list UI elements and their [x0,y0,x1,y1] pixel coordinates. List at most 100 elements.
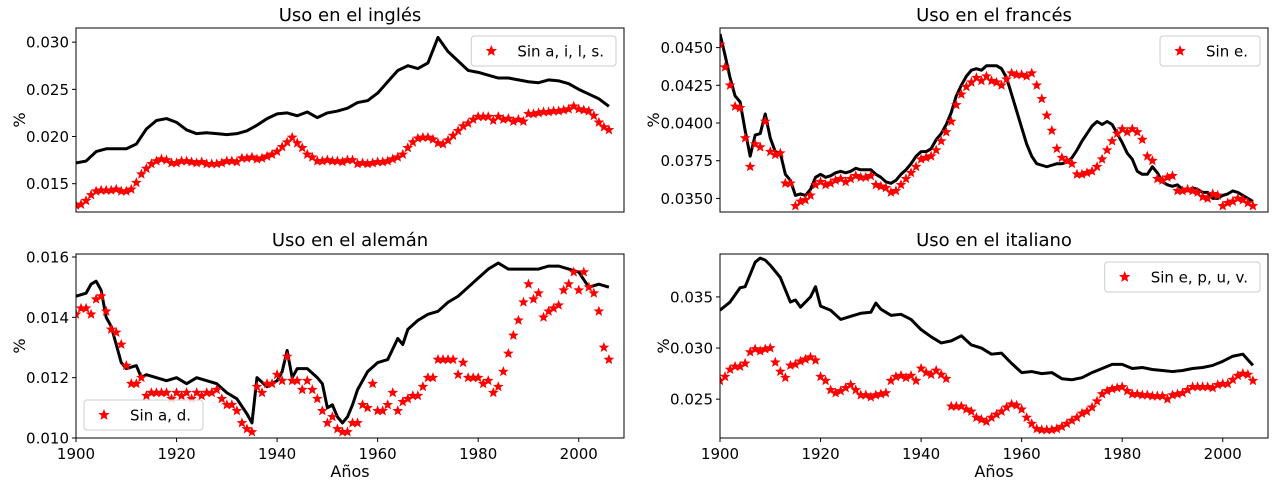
star-marker [1001,73,1012,84]
star-marker [1106,135,1118,146]
star-marker [1121,126,1133,137]
star-marker [1086,401,1098,412]
star-marker [115,338,127,350]
star-marker [860,389,872,400]
star-marker [905,167,917,178]
star-marker [1147,390,1158,401]
star-marker [508,329,519,340]
star-marker [1136,134,1148,145]
star-marker [131,177,142,188]
y-axis-label: % [644,112,663,127]
subplot-3: Uso en el alemán% 0.010 0.012 0.014 0.016 190… [10,230,625,481]
star-marker [890,371,902,382]
star-marker [1056,152,1068,163]
star-marker [538,106,549,117]
legend-box [1159,35,1261,67]
star-marker [1041,109,1053,121]
star-marker [1162,171,1173,182]
y-tick-label: 0.014 [26,309,69,327]
star-marker [769,149,781,160]
star-marker [981,416,992,427]
star-marker [724,79,736,90]
star-marker [226,155,238,166]
star-marker [1247,375,1259,386]
star-marker [171,157,182,168]
star-marker [492,381,504,392]
star-marker [1026,418,1038,429]
star-marker [583,105,595,116]
star-marker [523,278,534,289]
star-marker [347,417,358,428]
star-marker [90,185,102,196]
star-marker [940,126,952,137]
star-marker [1071,411,1083,423]
star-marker [780,177,791,188]
star-marker [427,133,439,144]
star-marker [986,75,997,86]
star-marker [125,378,137,389]
star-marker [281,350,293,362]
star-marker [1217,378,1229,389]
star-marker [1116,381,1128,392]
star-marker [362,158,373,169]
star-marker [1046,124,1058,136]
star-marker [317,405,328,416]
star-marker [296,384,308,395]
star-marker [800,194,811,205]
star-marker [966,405,977,416]
star-marker [538,311,549,322]
star-marker [754,141,766,152]
star-marker [795,355,806,366]
star-marker [1222,378,1234,389]
star-marker [156,153,167,164]
star-marker [986,411,997,423]
star-marker [422,372,434,383]
star-marker [1157,174,1168,185]
star-marker [1172,388,1183,399]
star-marker [271,146,283,157]
star-marker [1131,126,1143,137]
star-marker [729,360,741,371]
star-marker [1147,155,1158,166]
legend-star-marker [1118,271,1131,282]
star-marker [487,114,499,125]
star-marker [221,155,233,166]
star-marker [392,405,404,416]
star-marker [1222,197,1234,208]
star-marker [925,369,937,380]
star-marker [720,61,731,72]
plot-area [76,35,615,210]
star-marker [734,102,746,113]
x-tick-label: 1900 [57,445,95,463]
subplot-2: Uso en el francés% 0.0350 0.0375 0.0400 0.04… [644,5,1269,213]
star-marker [503,112,514,124]
star-marker [467,113,479,125]
star-marker [568,100,580,111]
star-marker [875,388,887,399]
star-marker [1106,383,1118,394]
star-marker [1011,69,1022,80]
star-marker [186,156,197,167]
star-marker [397,396,409,407]
star-marker [1197,191,1208,202]
star-marker [80,302,92,313]
star-marker [1111,382,1123,393]
star-marker [1212,189,1224,200]
plot-area [720,256,1259,435]
x-tick-label: 2000 [1204,445,1242,463]
star-marker [900,372,912,383]
star-marker [553,105,564,116]
legend-star-marker [1174,45,1186,56]
star-marker [236,152,248,163]
star-marker [231,156,243,167]
star-marker [352,417,363,428]
star-marker [1227,374,1239,385]
star-marker [810,179,821,190]
star-marker [201,387,213,398]
star-marker [447,353,459,365]
star-marker [825,177,836,188]
star-marker [830,387,841,398]
star-marker [216,157,228,168]
star-marker [357,157,368,168]
